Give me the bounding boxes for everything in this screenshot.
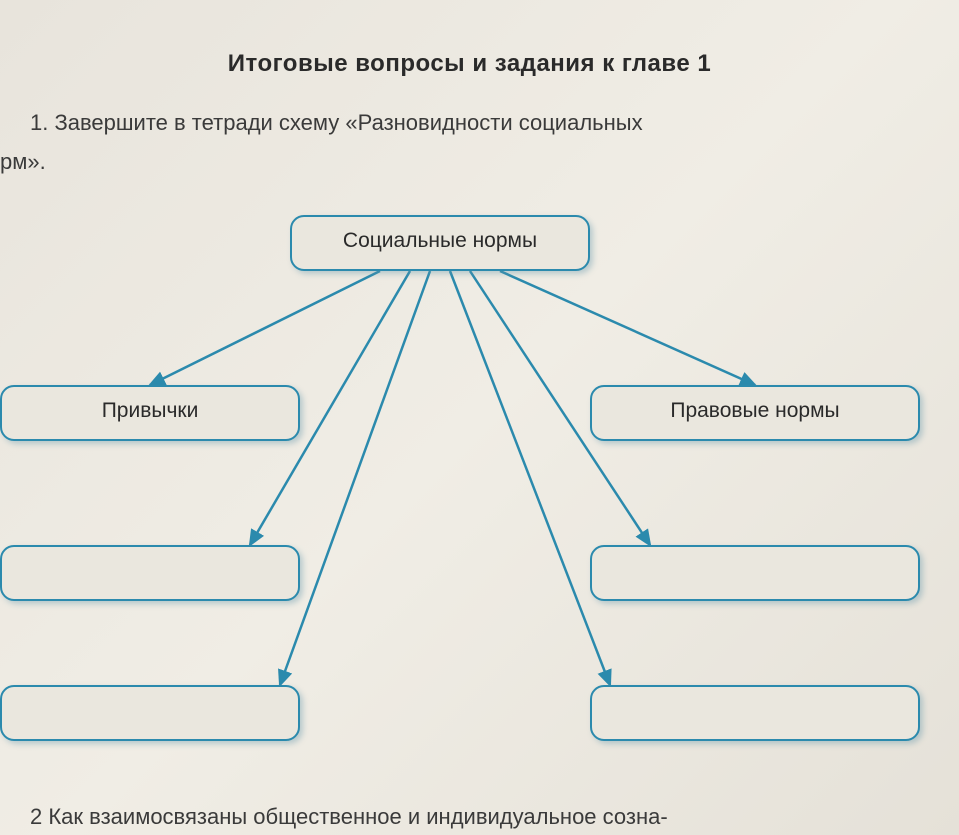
node-n4: [590, 545, 920, 601]
footer-task: 2 Как взаимосвязаны общественное и индив…: [30, 804, 668, 830]
arrow-line: [280, 271, 430, 685]
arrow-line: [500, 271, 755, 385]
diagram-container: Социальные нормы Привычки Правовые нормы: [0, 205, 939, 755]
page-container: Итоговые вопросы и задания к главе 1 1. …: [0, 0, 959, 835]
node-n5: [0, 685, 300, 741]
arrows-svg: [0, 205, 939, 755]
task-line-1: 1. Завершите в тетради схему «Разновидно…: [30, 108, 939, 139]
task-line-2: рм».: [0, 149, 939, 175]
node-n1: Привычки: [0, 385, 300, 441]
node-n2: Правовые нормы: [590, 385, 920, 441]
arrow-line: [150, 271, 380, 385]
root-node: Социальные нормы: [290, 215, 590, 271]
node-n3: [0, 545, 300, 601]
chapter-heading: Итоговые вопросы и задания к главе 1: [0, 50, 939, 78]
node-n6: [590, 685, 920, 741]
arrow-line: [450, 271, 610, 685]
